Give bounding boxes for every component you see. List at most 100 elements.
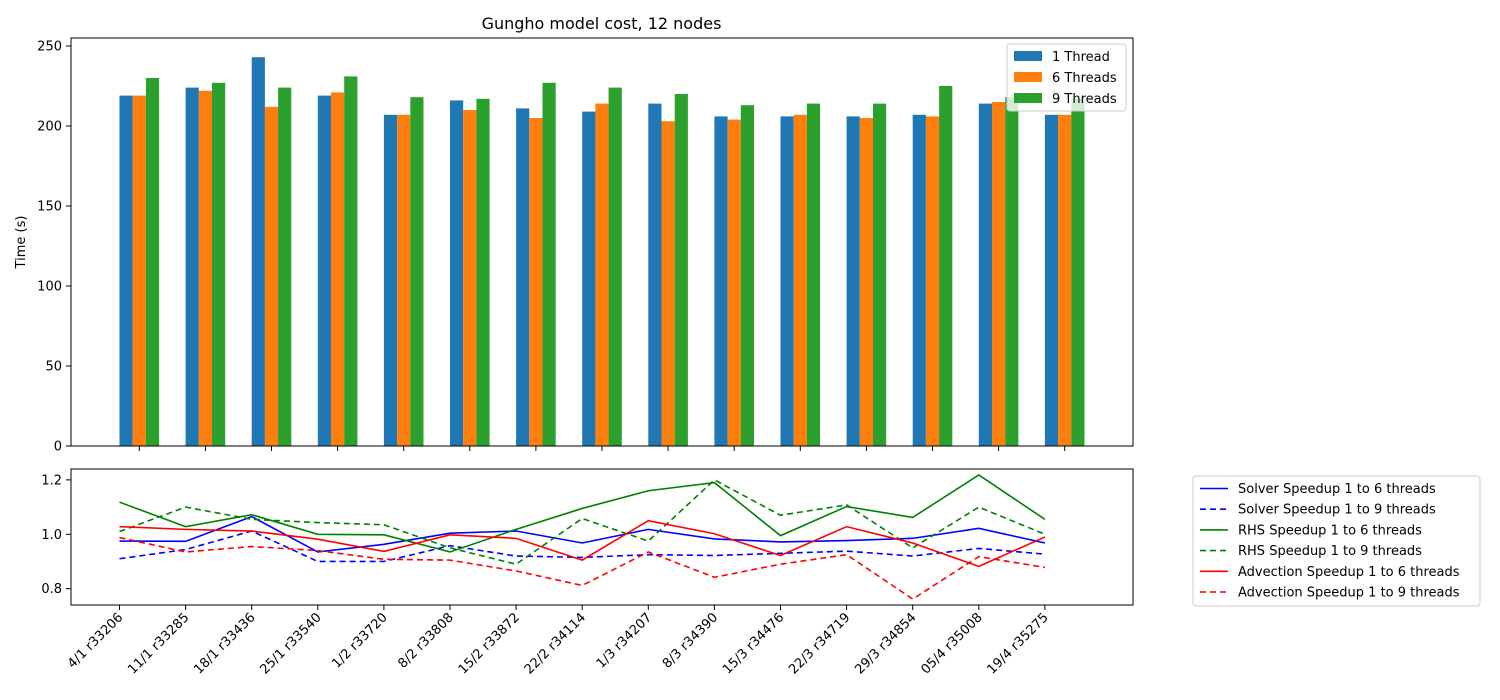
bottom-plot-frame	[70, 468, 1134, 606]
top-y-tick-label-3: 150	[37, 200, 62, 215]
bottom-y-tick-label-0: 0.8	[41, 582, 62, 597]
x-tick-label-8: 1/3 r34207	[594, 610, 655, 671]
bar-9-threads-3	[344, 76, 358, 447]
top-legend-label-0: 1 Thread	[1052, 50, 1110, 65]
top-legend-label-2: 9 Threads	[1052, 92, 1117, 107]
line-rhs-speedup-1-to-9-threads	[119, 478, 1046, 566]
x-tick-label-13: 05/4 r35008	[918, 610, 985, 677]
bottom-legend-label-3: RHS Speedup 1 to 9 threads	[1238, 544, 1422, 559]
bar-9-threads-11	[873, 103, 887, 446]
bar-9-threads-0	[145, 78, 160, 446]
bar-1-thread-9	[714, 116, 728, 447]
top-plot-frame	[70, 37, 1134, 447]
top-y-tick-label-4: 200	[37, 120, 62, 135]
line-solver-speedup-1-to-6-threads	[119, 515, 1046, 553]
bar-6-threads-11	[859, 118, 873, 446]
x-tick-label-2: 18/1 r33436	[191, 610, 258, 677]
bar-9-threads-6	[542, 82, 556, 447]
bottom-legend-label-0: Solver Speedup 1 to 6 threads	[1238, 482, 1436, 497]
x-tick-label-3: 25/1 r33540	[257, 610, 324, 677]
bar-9-threads-14	[1071, 98, 1085, 447]
bar-1-thread-5	[450, 100, 464, 447]
bottom-lines-group	[119, 474, 1046, 600]
x-tick-label-7: 22/2 r34114	[522, 610, 589, 677]
bottom-y-axis: 0.8 1.0 1.2	[41, 473, 71, 597]
bar-6-threads-8	[661, 121, 675, 446]
line-advection-speedup-1-to-6-threads	[119, 519, 1046, 568]
bar-1-thread-7	[582, 111, 596, 446]
bar-1-thread-3	[317, 95, 331, 446]
bar-1-thread-0	[119, 95, 133, 446]
top-x-tick-marks	[138, 446, 1066, 451]
x-tick-label-0: 4/1 r33206	[65, 610, 126, 671]
top-chart: 0 50 100 150 200 250 Time (s) 1 Thread 6 Threa…	[14, 37, 1134, 455]
top-y-tick-label-1: 50	[45, 360, 62, 375]
bar-1-thread-1	[185, 87, 199, 446]
x-tick-label-6: 15/2 r33872	[456, 610, 523, 677]
top-y-axis: 0 50 100 150 200 250	[37, 40, 71, 455]
x-tick-label-1: 11/1 r33285	[125, 610, 192, 677]
x-tick-label-9: 8/3 r34390	[660, 610, 721, 671]
top-legend-swatch-0	[1014, 51, 1042, 61]
bottom-legend-box	[1192, 475, 1481, 607]
x-tick-label-12: 29/3 r34854	[852, 610, 919, 677]
bottom-legend-label-4: Advection Speedup 1 to 6 threads	[1238, 565, 1460, 580]
top-y-tick-label-5: 250	[37, 40, 62, 55]
chart-title: Gungho model cost, 12 nodes	[482, 14, 722, 33]
top-y-tick-label-2: 100	[37, 280, 62, 295]
line-rhs-speedup-1-to-6-threads	[119, 474, 1046, 553]
bar-6-threads-3	[331, 92, 345, 447]
bar-6-threads-1	[198, 90, 212, 447]
bar-6-threads-9	[727, 119, 741, 446]
x-tick-label-5: 8/2 r33808	[395, 610, 456, 671]
bar-1-thread-6	[516, 108, 530, 447]
bar-6-threads-13	[992, 102, 1006, 446]
bar-9-threads-8	[674, 94, 688, 446]
bar-1-thread-8	[648, 103, 662, 446]
bar-6-threads-7	[595, 103, 609, 446]
bar-6-threads-14	[1058, 114, 1072, 447]
bar-9-threads-2	[278, 87, 292, 446]
bar-6-threads-2	[264, 106, 279, 447]
bar-6-threads-4	[397, 114, 411, 447]
top-y-tick-label-0: 0	[54, 440, 62, 455]
bar-1-thread-13	[978, 103, 992, 446]
bar-6-threads-0	[132, 95, 146, 446]
line-solver-speedup-1-to-9-threads	[119, 530, 1045, 563]
bar-6-threads-10	[793, 114, 807, 447]
top-legend: 1 Thread 6 Threads 9 Threads	[1006, 43, 1127, 112]
top-legend-swatch-2	[1014, 93, 1042, 103]
top-legend-swatch-1	[1014, 72, 1042, 82]
bar-6-threads-5	[463, 110, 477, 446]
bar-9-threads-4	[410, 97, 424, 446]
bar-9-threads-13	[1005, 97, 1019, 446]
x-tick-label-10: 15/3 r34476	[720, 610, 787, 677]
x-tick-label-14: 19/4 r35275	[985, 610, 1052, 677]
top-y-axis-label: Time (s)	[14, 216, 29, 270]
bar-9-threads-12	[939, 86, 953, 446]
bar-1-thread-10	[780, 116, 794, 447]
bottom-legend-label-2: RHS Speedup 1 to 6 threads	[1238, 523, 1422, 538]
bar-9-threads-7	[608, 87, 622, 446]
bar-1-thread-4	[383, 114, 398, 447]
bar-1-thread-11	[846, 116, 860, 447]
bottom-y-tick-label-2: 1.2	[41, 473, 62, 488]
bar-6-threads-12	[925, 116, 940, 447]
bottom-legend: Solver Speedup 1 to 6 threads Solver Spee…	[1192, 475, 1481, 607]
bar-9-threads-5	[476, 98, 490, 447]
x-tick-label-11: 22/3 r34719	[786, 610, 853, 677]
bar-9-threads-1	[212, 82, 226, 447]
bar-6-threads-6	[529, 118, 543, 446]
bottom-y-tick-label-1: 1.0	[41, 528, 62, 543]
bar-1-thread-12	[912, 114, 926, 447]
bar-1-thread-14	[1044, 114, 1059, 447]
top-bars-group	[119, 57, 1085, 447]
bar-9-threads-10	[806, 103, 821, 446]
bottom-legend-label-1: Solver Speedup 1 to 9 threads	[1238, 503, 1436, 518]
bottom-plot-background	[71, 469, 1133, 605]
bar-1-thread-2	[251, 57, 265, 446]
top-legend-label-1: 6 Threads	[1052, 71, 1117, 86]
